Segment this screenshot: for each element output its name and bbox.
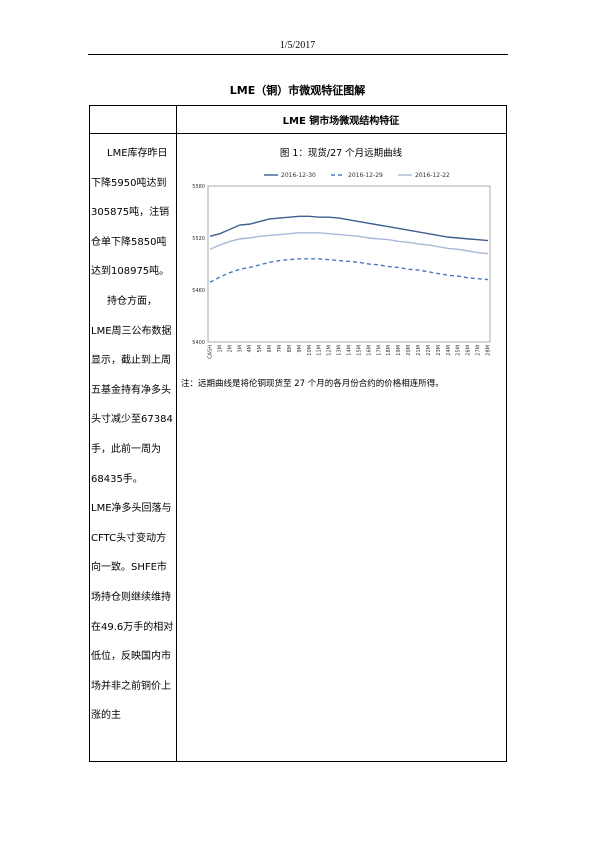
x-tick-label: 22M — [426, 345, 432, 356]
x-tick-label: 7M — [277, 345, 283, 353]
paragraph-positions: 持仓方面，LME周三公布数据显示，截止到上周五基金持有净多头头寸减少至67384… — [91, 295, 173, 485]
x-tick-label: 3M — [237, 345, 243, 353]
x-tick-label: 24M — [446, 345, 452, 356]
header-date: 1/5/2017 — [279, 40, 316, 51]
x-tick-label: 26M — [466, 345, 472, 356]
x-tick-label: 28M — [486, 345, 492, 356]
x-tick-label: 15M — [356, 345, 362, 356]
x-tick-label: 16M — [366, 345, 372, 356]
x-tick-label: 2M — [227, 345, 233, 353]
legend-label: 2016-12-22 — [415, 172, 450, 179]
figure-title: 图 1：现货/27 个月远期曲线 — [279, 148, 403, 159]
table-row-divider — [90, 133, 506, 134]
x-tick-label: 14M — [347, 345, 353, 356]
legend-label: 2016-12-29 — [348, 172, 383, 179]
x-tick-label: 10M — [307, 345, 313, 356]
x-tick-label: 19M — [396, 345, 402, 356]
x-tick-label: 20M — [406, 345, 412, 356]
paragraph-inventory: LME库存昨日下降5950吨达到305875吨，注销仓单下降5850吨达到108… — [91, 148, 170, 278]
x-tick-label: 5M — [257, 345, 263, 353]
x-tick-label: 18M — [386, 345, 392, 356]
x-tick-label: CASH — [208, 345, 214, 359]
series-line-2016-12-22 — [209, 232, 489, 255]
x-tick-label: 1M — [217, 345, 223, 353]
legend-label: 2016-12-30 — [281, 172, 316, 179]
x-tick-label: 27M — [476, 345, 482, 356]
section-title: LME 铜市场微观结构特征 — [282, 116, 400, 127]
x-tick-label: 6M — [267, 345, 273, 353]
series-line-2016-12-29 — [209, 258, 489, 283]
x-tick-label: 8M — [287, 345, 293, 353]
plot-frame — [207, 185, 491, 343]
x-tick-label: 17M — [376, 345, 382, 356]
x-tick-label: 12M — [327, 345, 333, 356]
x-tick-label: 25M — [456, 345, 462, 356]
series-line-2016-12-30 — [209, 215, 489, 242]
x-tick-label: 13M — [337, 345, 343, 356]
y-tick-label: 5460 — [192, 288, 205, 294]
header-rule — [88, 54, 508, 55]
y-tick-label: 5400 — [192, 340, 205, 346]
table-column-divider — [176, 106, 177, 761]
x-tick-label: 23M — [436, 345, 442, 356]
paragraph-net-long: LME净多头回落与CFTC头寸变动方向一致。SHFE市场持仓则继续维持在49.6… — [91, 503, 174, 722]
y-tick-label: 5580 — [192, 184, 205, 190]
left-commentary: LME库存昨日下降5950吨达到305875吨，注销仓单下降5850吨达到108… — [91, 139, 176, 731]
figure-note: 注：远期曲线是将伦铜现货至 27 个月的各月份合约的价格相连所得。 — [181, 379, 444, 389]
y-tick-label: 5520 — [192, 236, 205, 242]
x-tick-label: 21M — [416, 345, 422, 356]
content-table: LME 铜市场微观结构特征 LME库存昨日下降5950吨达到305875吨，注销… — [89, 105, 507, 762]
x-tick-label: 4M — [247, 345, 253, 353]
x-tick-label: 9M — [297, 345, 303, 353]
document-title: LME（铜）市微观特征图解 — [229, 84, 366, 97]
x-tick-label: 11M — [317, 345, 323, 356]
